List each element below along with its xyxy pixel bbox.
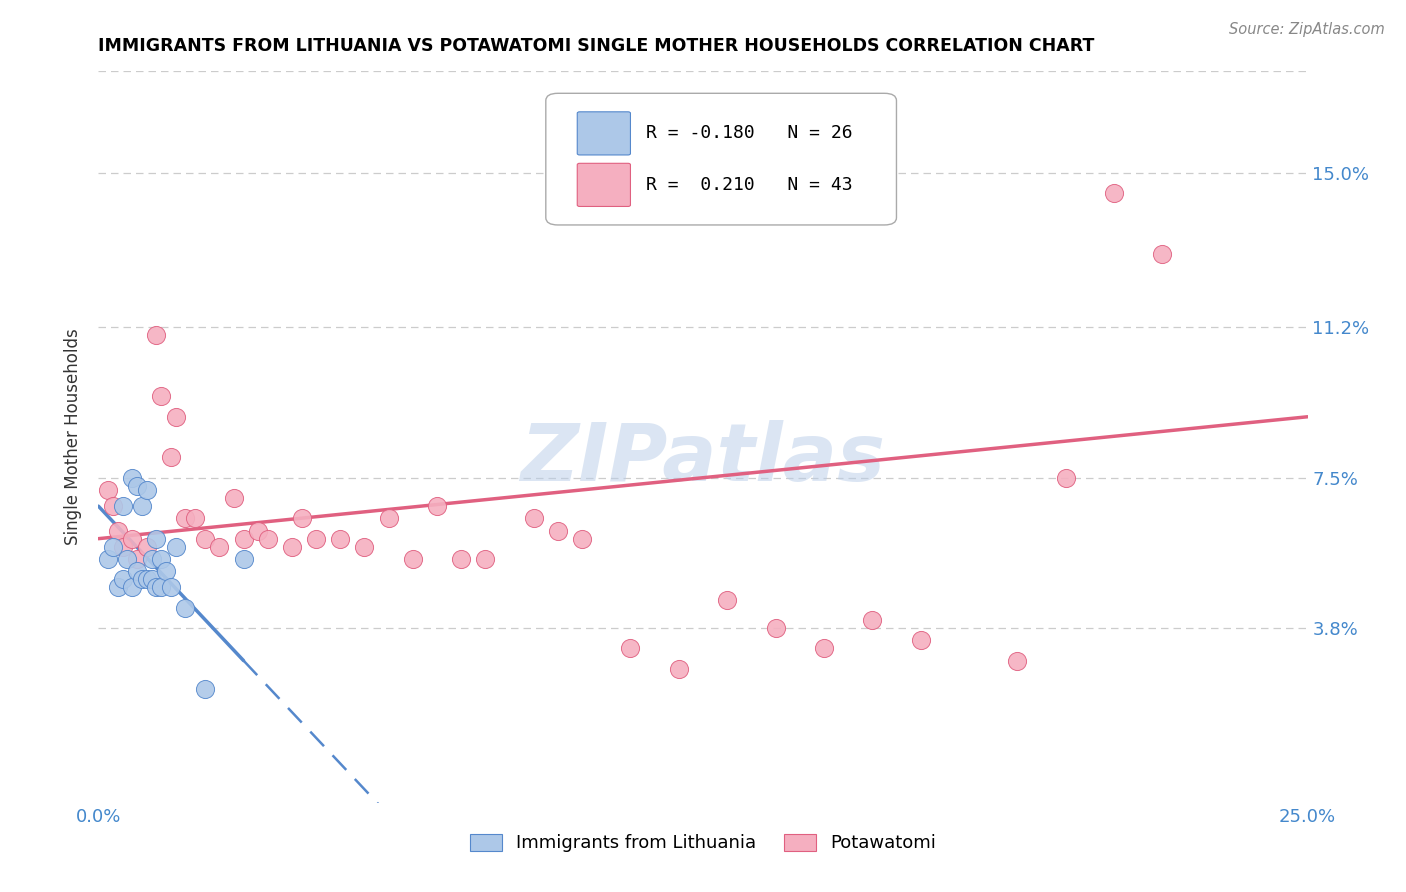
Point [910,633,932,648]
Point [127,479,149,493]
Point [160,581,183,595]
Point [141,552,163,566]
Point [232,532,254,546]
Point [222,491,245,505]
Point [101,499,124,513]
Point [232,552,254,566]
Point [1152,247,1174,261]
Point [165,409,187,424]
Point [150,581,173,595]
Point [402,552,425,566]
Point [571,532,593,546]
Point [121,471,143,485]
Point [547,524,569,538]
Point [131,572,153,586]
Point [523,511,546,525]
Point [121,532,143,546]
Point [329,532,352,546]
Point [426,499,449,513]
Point [155,564,177,578]
Point [101,540,124,554]
Point [860,613,883,627]
Point [135,572,157,586]
Point [145,532,167,546]
Point [111,540,134,554]
Point [1102,186,1125,201]
Point [165,540,187,554]
Text: R =  0.210   N = 43: R = 0.210 N = 43 [647,176,853,194]
Point [256,532,278,546]
Point [107,581,129,595]
Text: ZIPatlas: ZIPatlas [520,420,886,498]
Point [194,681,217,696]
Point [107,524,129,538]
Point [160,450,183,465]
Y-axis label: Single Mother Households: Single Mother Households [65,329,83,545]
Legend: Immigrants from Lithuania, Potawatomi: Immigrants from Lithuania, Potawatomi [463,826,943,860]
Point [135,540,157,554]
Point [377,511,399,525]
Point [174,600,197,615]
Point [1007,654,1029,668]
Point [117,552,139,566]
Point [619,641,641,656]
Point [184,511,207,525]
Point [813,641,835,656]
Text: Source: ZipAtlas.com: Source: ZipAtlas.com [1229,22,1385,37]
FancyBboxPatch shape [546,94,897,225]
Point [145,328,167,343]
Point [194,532,217,546]
Point [127,552,149,566]
Point [353,540,375,554]
Point [474,552,496,566]
Point [150,389,173,403]
Point [1054,471,1077,485]
Point [111,572,134,586]
Point [668,662,690,676]
Point [145,581,167,595]
Point [305,532,328,546]
Point [97,483,120,497]
Point [281,540,304,554]
Text: IMMIGRANTS FROM LITHUANIA VS POTAWATOMI SINGLE MOTHER HOUSEHOLDS CORRELATION CHA: IMMIGRANTS FROM LITHUANIA VS POTAWATOMI … [98,37,1095,54]
Point [131,499,153,513]
Point [450,552,472,566]
Point [135,483,157,497]
Point [765,621,787,635]
FancyBboxPatch shape [578,112,630,155]
FancyBboxPatch shape [578,163,630,206]
Point [121,581,143,595]
Text: R = -0.180   N = 26: R = -0.180 N = 26 [647,124,853,143]
Point [290,511,312,525]
Point [111,499,134,513]
Point [247,524,270,538]
Point [150,552,173,566]
Point [208,540,231,554]
Point [127,564,149,578]
Point [97,552,120,566]
Point [141,572,163,586]
Point [716,592,738,607]
Point [174,511,197,525]
